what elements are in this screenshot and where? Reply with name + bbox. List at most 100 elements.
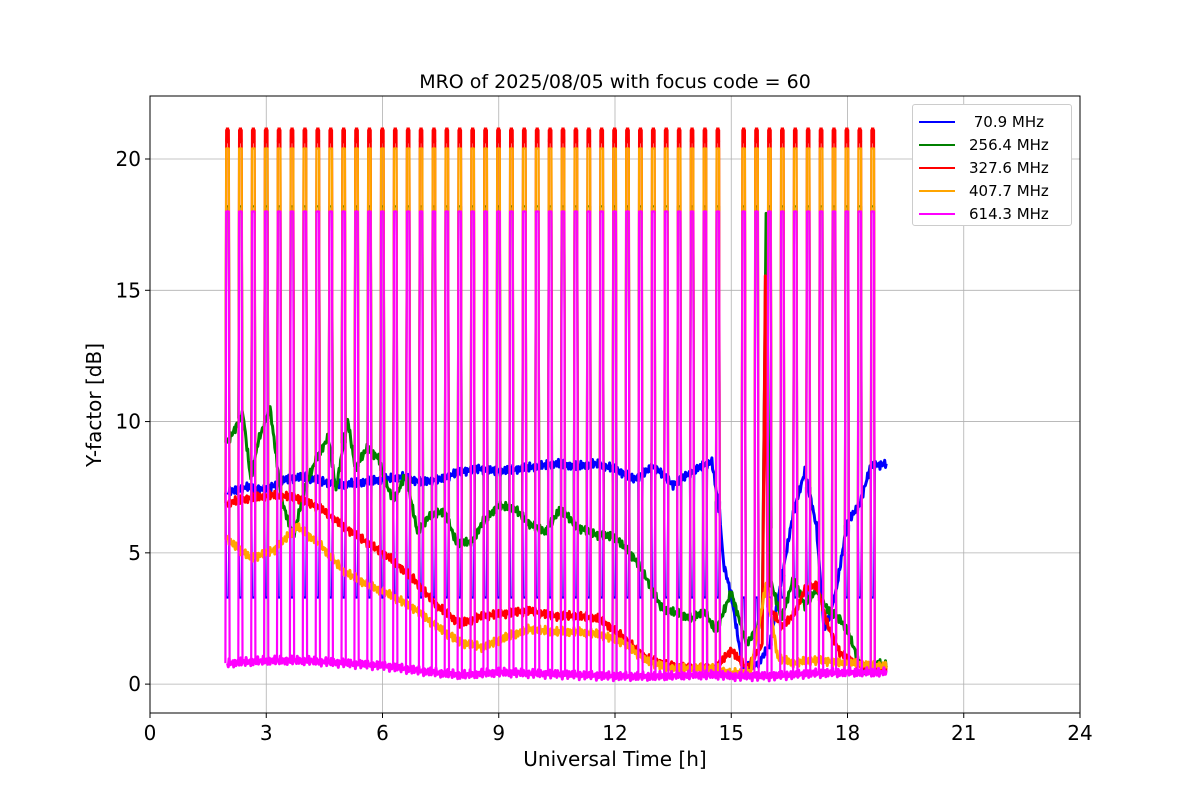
pulse-mark (392, 210, 399, 668)
pulse-cap (857, 127, 863, 144)
pulse-mark (598, 210, 605, 676)
pulse-cap (238, 127, 243, 144)
pulse-mark (740, 210, 747, 677)
pulse-mark (611, 210, 618, 677)
pulse-cap (638, 127, 643, 144)
x-axis-label: Universal Time [h] (523, 747, 706, 771)
pulse-cap (225, 127, 230, 144)
pulse-cap (715, 127, 721, 144)
pulse-mark (250, 210, 257, 662)
pulse-mark (508, 210, 515, 673)
pulse-cap (754, 127, 759, 144)
x-tick-label: 15 (719, 721, 744, 745)
pulse-cap (870, 127, 875, 144)
pulse-cap (793, 127, 798, 144)
pulse-mark (843, 210, 851, 673)
legend-item-70-9: 70.9 MHz (919, 112, 1044, 132)
pulse-mark (340, 210, 347, 664)
pulse-cap (573, 127, 579, 144)
pulse-cap (315, 127, 321, 144)
y-tick-label: 15 (116, 278, 141, 302)
pulse-cap (612, 127, 617, 144)
legend-item-614-3: 614.3 MHz (919, 204, 1049, 224)
pulse-mark (534, 210, 541, 674)
pulse-mark (301, 210, 309, 661)
series-layer (224, 127, 888, 683)
pulse-cap (444, 127, 450, 144)
pulse-cap (702, 127, 708, 144)
pulse-mark (766, 210, 773, 677)
pulse-mark (263, 210, 270, 661)
pulse-mark (379, 210, 386, 666)
pulse-cap (831, 127, 837, 144)
pulse-cap (496, 127, 501, 144)
series-line (226, 654, 888, 683)
legend-label: 70.9 MHz (969, 113, 1045, 131)
pulse-mark (753, 210, 760, 677)
series-4 (224, 210, 888, 683)
x-tick-label: 9 (492, 721, 505, 745)
pulse-cap (380, 127, 385, 144)
pulse-cap (547, 127, 553, 144)
legend-swatch (919, 144, 955, 146)
pulse-cap (599, 127, 604, 144)
pulse-mark (650, 210, 657, 677)
x-tick-label: 0 (144, 721, 157, 745)
pulse-mark (572, 210, 580, 675)
y-tick-label: 20 (116, 147, 141, 171)
legend-swatch (919, 213, 955, 215)
pulse-mark (663, 210, 670, 676)
series-line (226, 522, 888, 679)
series-line (226, 211, 888, 676)
series-line (226, 274, 888, 675)
pulse-mark (830, 210, 838, 673)
pulse-cap (367, 127, 372, 144)
x-tick-label: 12 (602, 721, 627, 745)
pulse-mark (521, 210, 528, 674)
pulse-cap (405, 127, 411, 144)
pulse-cap (263, 127, 269, 144)
y-tick-label: 10 (116, 410, 141, 434)
legend-label: 327.6 MHz (969, 159, 1049, 177)
pulse-cap (625, 127, 630, 144)
pulse-mark (288, 210, 296, 661)
y-tick-label: 0 (128, 672, 141, 696)
pulse-cap (341, 127, 346, 144)
pulse-cap (276, 127, 282, 144)
chart-title: MRO of 2025/08/05 with focus code = 60 (419, 71, 811, 93)
x-tick-label: 3 (260, 721, 273, 745)
pulse-mark (366, 210, 373, 665)
pulse-cap (818, 127, 824, 144)
pulse-mark (314, 210, 322, 662)
pulse-cap (767, 127, 772, 144)
pulse-mark (404, 210, 412, 670)
x-tick-label: 6 (376, 721, 389, 745)
pulse-cap (522, 127, 527, 144)
pulse-mark (637, 210, 644, 677)
legend-swatch (919, 190, 955, 192)
pulse-mark (559, 210, 567, 675)
pulse-cap (251, 127, 256, 144)
pulse-mark (675, 210, 683, 676)
legend-item-256-4: 256.4 MHz (919, 135, 1049, 155)
pulse-mark (495, 210, 502, 673)
pulse-cap (289, 127, 295, 144)
x-tick-label: 21 (951, 721, 976, 745)
pulse-cap (534, 127, 540, 144)
pulse-cap (470, 127, 475, 144)
pulse-mark (275, 210, 283, 661)
pulse-mark (804, 210, 812, 674)
y-axis-label: Y-factor [dB] (82, 343, 106, 468)
legend-label: 407.7 MHz (969, 182, 1049, 200)
pulse-mark (792, 210, 799, 675)
pulse-cap (457, 127, 462, 144)
pulse-cap (689, 127, 695, 144)
pulse-mark (443, 210, 451, 674)
pulse-mark (430, 210, 438, 673)
legend-item-407-7: 407.7 MHz (919, 181, 1049, 201)
legend-label: 256.4 MHz (969, 136, 1049, 154)
pulse-cap (663, 127, 669, 144)
pulse-mark (469, 210, 476, 675)
pulse-cap (741, 127, 746, 144)
pulse-mark (417, 210, 425, 672)
